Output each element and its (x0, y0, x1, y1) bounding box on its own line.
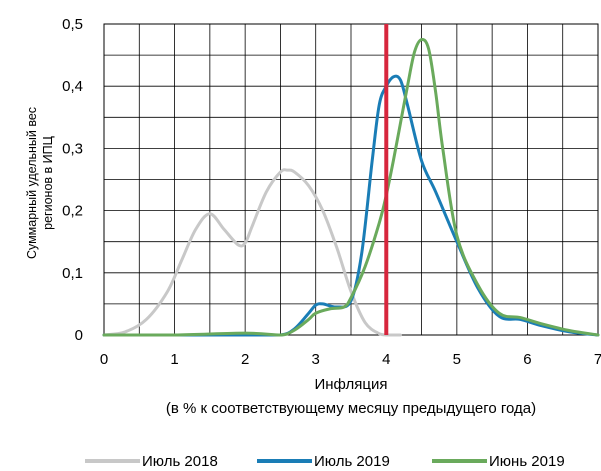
series-line-2 (102, 37, 600, 337)
x-axis-label-line2: (в % к соответствующему месяцу предыдуще… (166, 400, 536, 417)
y-tick-label: 0,3 (62, 140, 83, 157)
y-tick-label: 0,4 (62, 78, 83, 95)
x-tick-label: 0 (100, 351, 108, 368)
x-tick-label: 7 (594, 351, 601, 368)
x-tick-labels: 0 1 2 3 4 5 6 7 (100, 351, 601, 368)
legend-label: Июнь 2019 (489, 453, 565, 470)
x-axis-label: Инфляция (314, 376, 387, 393)
y-tick-label: 0,5 (62, 16, 83, 33)
x-tick-label: 2 (241, 351, 249, 368)
y-axis-label-line2: регионов в ИПЦ (41, 135, 55, 229)
series-layer (102, 37, 600, 337)
y-tick-label: 0 (75, 327, 83, 344)
legend-label: Июль 2019 (314, 453, 390, 470)
grid (103, 23, 599, 336)
x-tick-label: 3 (312, 351, 320, 368)
x-tick-label: 5 (453, 351, 461, 368)
legend-label: Июль 2018 (142, 453, 218, 470)
x-tick-label: 4 (382, 351, 390, 368)
x-tick-label: 1 (170, 351, 178, 368)
x-tick-label: 6 (523, 351, 531, 368)
y-axis-label-line1: Суммарный удельный вес (25, 107, 39, 259)
legend: Июль 2018 Июль 2019 Июнь 2019 (85, 453, 565, 470)
series-line-0 (102, 168, 402, 337)
y-tick-label: 0,2 (62, 203, 83, 220)
y-tick-label: 0,1 (62, 265, 83, 282)
y-tick-labels: 0 0,1 0,2 0,3 0,4 0,5 (62, 16, 83, 344)
